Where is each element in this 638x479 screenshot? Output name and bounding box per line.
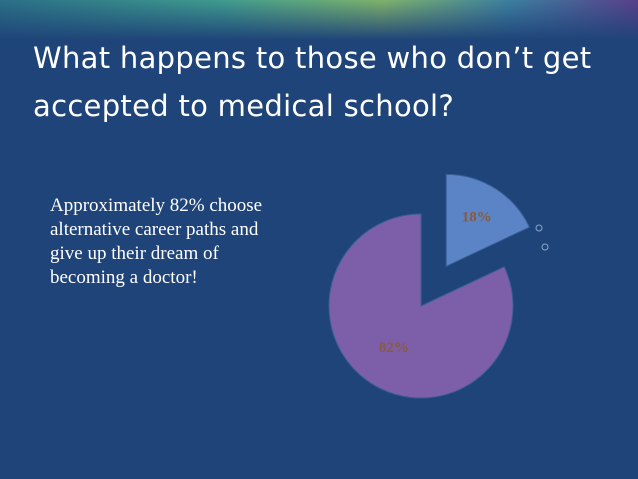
annotation: Approximately 82% choose alternative car… xyxy=(50,195,263,288)
pie: 18% 82% xyxy=(328,173,531,399)
slide-title: What happens to those who don’t get acce… xyxy=(33,41,592,123)
pie-slice xyxy=(445,173,531,268)
marker xyxy=(535,224,543,232)
header-fade xyxy=(0,0,638,40)
marker xyxy=(541,243,549,251)
data-label: 82% xyxy=(379,340,409,356)
pie-slice xyxy=(328,213,514,399)
data-label: 18% xyxy=(462,210,492,226)
